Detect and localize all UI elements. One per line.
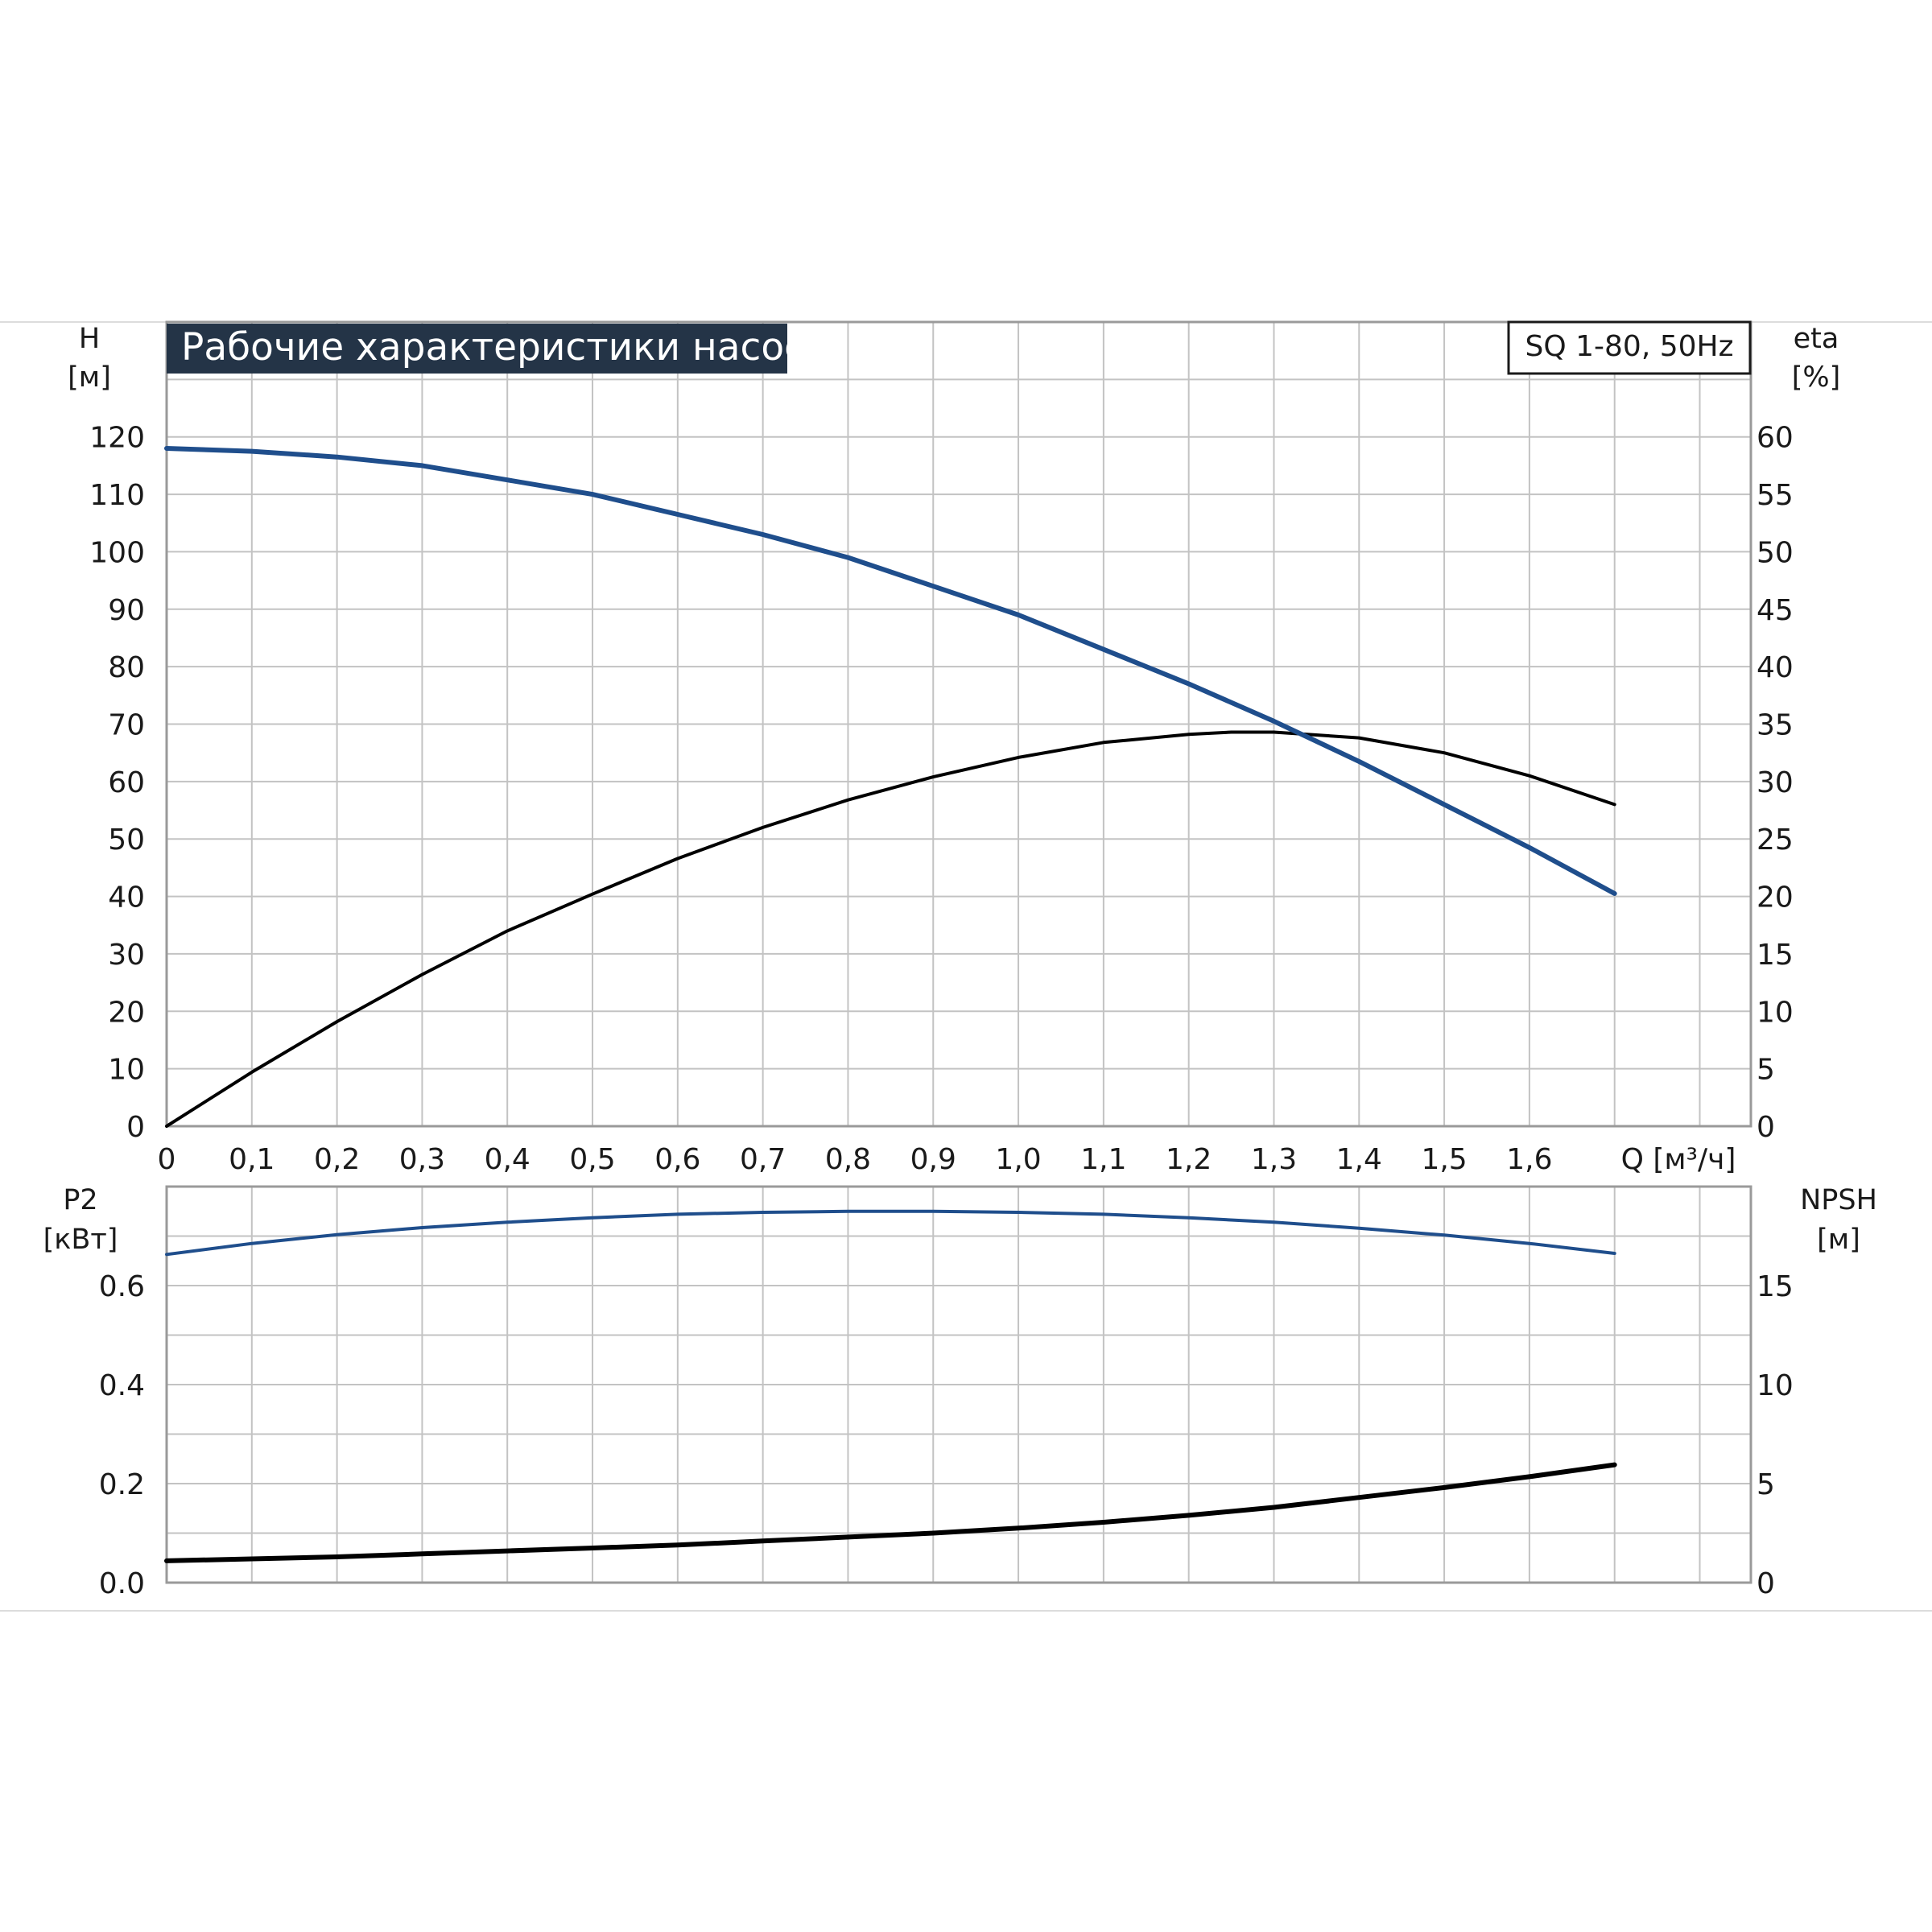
x-tick-label: 0,6 — [654, 1143, 700, 1176]
y-left-tick-label: 10 — [108, 1054, 145, 1087]
p2-tick-label: 0.0 — [99, 1567, 145, 1600]
x-tick-label: 0,9 — [910, 1143, 956, 1176]
y-right-tick-label: 5 — [1757, 1054, 1775, 1087]
x-tick-label: 0,7 — [740, 1143, 786, 1176]
y-left-tick-label: 110 — [89, 479, 145, 512]
top-ticks: 0 0,1 0,2 0,3 0,4 0,5 0,6 0,7 0,8 0,9 1,0 1,1 1,2 1,3… — [89, 422, 1794, 1176]
title-box — [167, 324, 787, 374]
npsh-tick-label: 15 — [1757, 1270, 1794, 1303]
y-right-tick-label: 50 — [1757, 536, 1794, 569]
y-right-tick-label: 20 — [1757, 881, 1794, 914]
x-tick-label: 0,1 — [229, 1143, 275, 1176]
p2-tick-label: 0.2 — [99, 1468, 145, 1501]
x-tick-label: 1,5 — [1421, 1143, 1467, 1176]
y-left-tick-label: 30 — [108, 939, 145, 972]
y-left-label: H — [79, 323, 100, 355]
npsh-tick-label: 0 — [1757, 1567, 1775, 1600]
x-tick-label: 1,0 — [995, 1143, 1041, 1176]
y-right-tick-label: 35 — [1757, 709, 1794, 742]
top-series — [164, 446, 1617, 1128]
y-left-tick-label: 0 — [126, 1111, 145, 1144]
y-left-tick-label: 50 — [108, 824, 145, 857]
y-right-tick-label: 60 — [1757, 422, 1794, 455]
bottom-plot-frame — [165, 1185, 1752, 1584]
x-tick-label: 1,1 — [1080, 1143, 1126, 1176]
npsh-unit: [м] — [1817, 1224, 1860, 1256]
top-plot-frame — [165, 320, 1752, 1128]
y-right-tick-label: 25 — [1757, 824, 1794, 857]
head-curve — [164, 446, 1617, 896]
npsh-tick-label: 10 — [1757, 1369, 1794, 1402]
p2-tick-label: 0.6 — [99, 1270, 145, 1303]
npsh-tick-label: 5 — [1757, 1468, 1775, 1501]
bottom-grid — [167, 1187, 1751, 1583]
bottom-ticks: 0.0 0.2 0.4 0.6 0 5 10 15 — [99, 1270, 1794, 1600]
x-tick-label: 1,3 — [1251, 1143, 1297, 1176]
y-left-tick-label: 40 — [108, 881, 145, 914]
y-right-label: eta — [1794, 323, 1839, 355]
y-left-tick-label: 70 — [108, 709, 145, 742]
model-label-box — [1507, 320, 1752, 375]
npsh-curve — [164, 1462, 1617, 1563]
chart-title: Рабочие характеристики насоса — [181, 325, 828, 369]
x-tick-label: 0,8 — [825, 1143, 871, 1176]
y-left-tick-label: 120 — [89, 422, 145, 455]
p2-unit: [кВт] — [43, 1224, 118, 1256]
y-right-unit: [%] — [1792, 361, 1841, 394]
p2-label: P2 — [63, 1184, 97, 1216]
x-tick-label: 0,4 — [485, 1143, 530, 1176]
x-tick-label: 1,6 — [1506, 1143, 1552, 1176]
x-tick-label: 0,3 — [399, 1143, 445, 1176]
y-left-unit: [м] — [68, 361, 111, 394]
x-tick-label: 1,2 — [1166, 1143, 1212, 1176]
x-axis-label: Q [м³/ч] — [1621, 1143, 1736, 1176]
top-grid — [167, 322, 1751, 1126]
y-left-tick-label: 90 — [108, 594, 145, 627]
x-tick-label: 0 — [158, 1143, 176, 1176]
y-left-tick-label: 100 — [89, 536, 145, 569]
y-left-tick-label: 20 — [108, 996, 145, 1029]
y-right-tick-label: 10 — [1757, 996, 1794, 1029]
y-right-tick-label: 40 — [1757, 651, 1794, 684]
y-right-tick-label: 30 — [1757, 766, 1794, 799]
y-right-tick-label: 55 — [1757, 479, 1794, 512]
bottom-series — [164, 1209, 1617, 1563]
x-tick-label: 0,5 — [569, 1143, 615, 1176]
y-right-tick-label: 0 — [1757, 1111, 1775, 1144]
p2-tick-label: 0.4 — [99, 1369, 145, 1402]
x-tick-label: 0,2 — [314, 1143, 360, 1176]
y-left-tick-label: 60 — [108, 766, 145, 799]
x-tick-label: 1,4 — [1336, 1143, 1382, 1176]
y-right-tick-label: 45 — [1757, 594, 1794, 627]
y-left-tick-label: 80 — [108, 651, 145, 684]
efficiency-curve — [165, 730, 1616, 1128]
y-right-tick-label: 15 — [1757, 939, 1794, 972]
power-curve — [165, 1209, 1616, 1257]
model-label: SQ 1-80, 50Hz — [1525, 330, 1734, 363]
npsh-label: NPSH — [1800, 1184, 1877, 1216]
